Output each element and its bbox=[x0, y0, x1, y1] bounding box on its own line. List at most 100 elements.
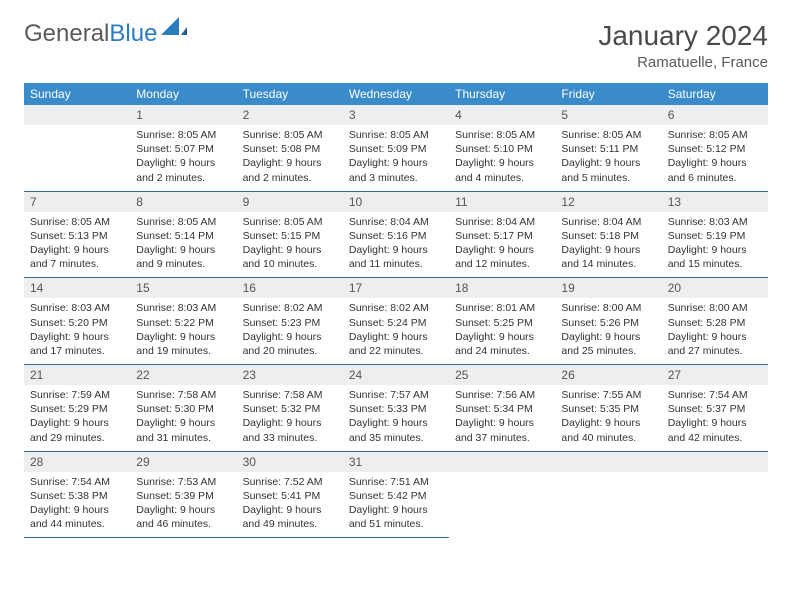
day-details: Sunrise: 7:55 AMSunset: 5:35 PMDaylight:… bbox=[555, 385, 661, 451]
day-details: Sunrise: 8:01 AMSunset: 5:25 PMDaylight:… bbox=[449, 298, 555, 364]
calendar-cell: 4Sunrise: 8:05 AMSunset: 5:10 PMDaylight… bbox=[449, 105, 555, 191]
day-details: Sunrise: 8:05 AMSunset: 5:07 PMDaylight:… bbox=[130, 125, 236, 191]
calendar-cell bbox=[449, 451, 555, 538]
calendar-cell: 3Sunrise: 8:05 AMSunset: 5:09 PMDaylight… bbox=[343, 105, 449, 191]
weekday-header: Tuesday bbox=[237, 83, 343, 105]
day-number: 9 bbox=[237, 192, 343, 212]
calendar-cell bbox=[662, 451, 768, 538]
day-details: Sunrise: 7:54 AMSunset: 5:37 PMDaylight:… bbox=[662, 385, 768, 451]
day-details: Sunrise: 7:58 AMSunset: 5:32 PMDaylight:… bbox=[237, 385, 343, 451]
calendar-cell bbox=[24, 105, 130, 191]
day-number: 5 bbox=[555, 105, 661, 125]
day-details: Sunrise: 8:05 AMSunset: 5:10 PMDaylight:… bbox=[449, 125, 555, 191]
day-number: 2 bbox=[237, 105, 343, 125]
calendar-cell: 13Sunrise: 8:03 AMSunset: 5:19 PMDayligh… bbox=[662, 191, 768, 278]
day-number: 13 bbox=[662, 192, 768, 212]
calendar-cell: 30Sunrise: 7:52 AMSunset: 5:41 PMDayligh… bbox=[237, 451, 343, 538]
day-details: Sunrise: 7:54 AMSunset: 5:38 PMDaylight:… bbox=[24, 472, 130, 538]
calendar-cell: 8Sunrise: 8:05 AMSunset: 5:14 PMDaylight… bbox=[130, 191, 236, 278]
day-details: Sunrise: 7:58 AMSunset: 5:30 PMDaylight:… bbox=[130, 385, 236, 451]
day-details: Sunrise: 8:03 AMSunset: 5:20 PMDaylight:… bbox=[24, 298, 130, 364]
calendar-cell: 19Sunrise: 8:00 AMSunset: 5:26 PMDayligh… bbox=[555, 278, 661, 365]
weekday-header: Saturday bbox=[662, 83, 768, 105]
day-number: 23 bbox=[237, 365, 343, 385]
calendar-cell: 6Sunrise: 8:05 AMSunset: 5:12 PMDaylight… bbox=[662, 105, 768, 191]
calendar-table: SundayMondayTuesdayWednesdayThursdayFrid… bbox=[24, 83, 768, 538]
day-number: 27 bbox=[662, 365, 768, 385]
day-number: 15 bbox=[130, 278, 236, 298]
day-number: 22 bbox=[130, 365, 236, 385]
calendar-cell: 31Sunrise: 7:51 AMSunset: 5:42 PMDayligh… bbox=[343, 451, 449, 538]
calendar-cell: 22Sunrise: 7:58 AMSunset: 5:30 PMDayligh… bbox=[130, 365, 236, 452]
day-details: Sunrise: 8:05 AMSunset: 5:08 PMDaylight:… bbox=[237, 125, 343, 191]
day-details: Sunrise: 8:04 AMSunset: 5:17 PMDaylight:… bbox=[449, 212, 555, 278]
brand-mark-icon bbox=[161, 14, 187, 42]
calendar-cell: 29Sunrise: 7:53 AMSunset: 5:39 PMDayligh… bbox=[130, 451, 236, 538]
calendar-body: 1Sunrise: 8:05 AMSunset: 5:07 PMDaylight… bbox=[24, 105, 768, 538]
brand-part2: Blue bbox=[109, 20, 157, 48]
weekday-header: Wednesday bbox=[343, 83, 449, 105]
title-block: January 2024 Ramatuelle, France bbox=[598, 20, 768, 71]
calendar-cell: 21Sunrise: 7:59 AMSunset: 5:29 PMDayligh… bbox=[24, 365, 130, 452]
day-details: Sunrise: 8:04 AMSunset: 5:16 PMDaylight:… bbox=[343, 212, 449, 278]
day-details: Sunrise: 8:03 AMSunset: 5:22 PMDaylight:… bbox=[130, 298, 236, 364]
calendar-cell: 20Sunrise: 8:00 AMSunset: 5:28 PMDayligh… bbox=[662, 278, 768, 365]
day-details: Sunrise: 8:00 AMSunset: 5:26 PMDaylight:… bbox=[555, 298, 661, 364]
day-details: Sunrise: 7:51 AMSunset: 5:42 PMDaylight:… bbox=[343, 472, 449, 538]
day-details: Sunrise: 8:03 AMSunset: 5:19 PMDaylight:… bbox=[662, 212, 768, 278]
day-number: 16 bbox=[237, 278, 343, 298]
day-details: Sunrise: 8:05 AMSunset: 5:09 PMDaylight:… bbox=[343, 125, 449, 191]
day-number: 10 bbox=[343, 192, 449, 212]
day-number-empty bbox=[24, 105, 130, 125]
day-details: Sunrise: 8:02 AMSunset: 5:23 PMDaylight:… bbox=[237, 298, 343, 364]
day-details: Sunrise: 8:05 AMSunset: 5:13 PMDaylight:… bbox=[24, 212, 130, 278]
day-number: 7 bbox=[24, 192, 130, 212]
day-number: 4 bbox=[449, 105, 555, 125]
calendar-cell: 24Sunrise: 7:57 AMSunset: 5:33 PMDayligh… bbox=[343, 365, 449, 452]
month-title: January 2024 bbox=[598, 20, 768, 52]
calendar-cell: 5Sunrise: 8:05 AMSunset: 5:11 PMDaylight… bbox=[555, 105, 661, 191]
day-number: 18 bbox=[449, 278, 555, 298]
weekday-header: Friday bbox=[555, 83, 661, 105]
calendar-cell: 26Sunrise: 7:55 AMSunset: 5:35 PMDayligh… bbox=[555, 365, 661, 452]
day-number: 6 bbox=[662, 105, 768, 125]
day-details: Sunrise: 8:02 AMSunset: 5:24 PMDaylight:… bbox=[343, 298, 449, 364]
day-number-empty bbox=[449, 452, 555, 472]
day-number: 14 bbox=[24, 278, 130, 298]
brand-part1: General bbox=[24, 20, 109, 48]
calendar-cell: 2Sunrise: 8:05 AMSunset: 5:08 PMDaylight… bbox=[237, 105, 343, 191]
calendar-cell: 28Sunrise: 7:54 AMSunset: 5:38 PMDayligh… bbox=[24, 451, 130, 538]
day-number-empty bbox=[555, 452, 661, 472]
day-details: Sunrise: 8:05 AMSunset: 5:15 PMDaylight:… bbox=[237, 212, 343, 278]
day-details: Sunrise: 8:05 AMSunset: 5:14 PMDaylight:… bbox=[130, 212, 236, 278]
calendar-cell bbox=[555, 451, 661, 538]
day-number: 21 bbox=[24, 365, 130, 385]
day-number-empty bbox=[662, 452, 768, 472]
day-number: 28 bbox=[24, 452, 130, 472]
day-number: 8 bbox=[130, 192, 236, 212]
day-number: 11 bbox=[449, 192, 555, 212]
day-number: 26 bbox=[555, 365, 661, 385]
day-details: Sunrise: 8:05 AMSunset: 5:12 PMDaylight:… bbox=[662, 125, 768, 191]
day-details: Sunrise: 8:00 AMSunset: 5:28 PMDaylight:… bbox=[662, 298, 768, 364]
calendar-cell: 14Sunrise: 8:03 AMSunset: 5:20 PMDayligh… bbox=[24, 278, 130, 365]
calendar-cell: 25Sunrise: 7:56 AMSunset: 5:34 PMDayligh… bbox=[449, 365, 555, 452]
day-details: Sunrise: 8:04 AMSunset: 5:18 PMDaylight:… bbox=[555, 212, 661, 278]
calendar-cell: 18Sunrise: 8:01 AMSunset: 5:25 PMDayligh… bbox=[449, 278, 555, 365]
calendar-cell: 16Sunrise: 8:02 AMSunset: 5:23 PMDayligh… bbox=[237, 278, 343, 365]
weekday-header: Monday bbox=[130, 83, 236, 105]
day-details: Sunrise: 7:59 AMSunset: 5:29 PMDaylight:… bbox=[24, 385, 130, 451]
brand-logo: GeneralBlue bbox=[24, 20, 187, 48]
day-details: Sunrise: 8:05 AMSunset: 5:11 PMDaylight:… bbox=[555, 125, 661, 191]
day-number: 20 bbox=[662, 278, 768, 298]
calendar-head: SundayMondayTuesdayWednesdayThursdayFrid… bbox=[24, 83, 768, 105]
day-number: 3 bbox=[343, 105, 449, 125]
calendar-cell: 1Sunrise: 8:05 AMSunset: 5:07 PMDaylight… bbox=[130, 105, 236, 191]
calendar-cell: 17Sunrise: 8:02 AMSunset: 5:24 PMDayligh… bbox=[343, 278, 449, 365]
day-number: 30 bbox=[237, 452, 343, 472]
calendar-cell: 11Sunrise: 8:04 AMSunset: 5:17 PMDayligh… bbox=[449, 191, 555, 278]
location-label: Ramatuelle, France bbox=[598, 54, 768, 71]
day-details: Sunrise: 7:53 AMSunset: 5:39 PMDaylight:… bbox=[130, 472, 236, 538]
calendar-cell: 7Sunrise: 8:05 AMSunset: 5:13 PMDaylight… bbox=[24, 191, 130, 278]
weekday-header: Sunday bbox=[24, 83, 130, 105]
